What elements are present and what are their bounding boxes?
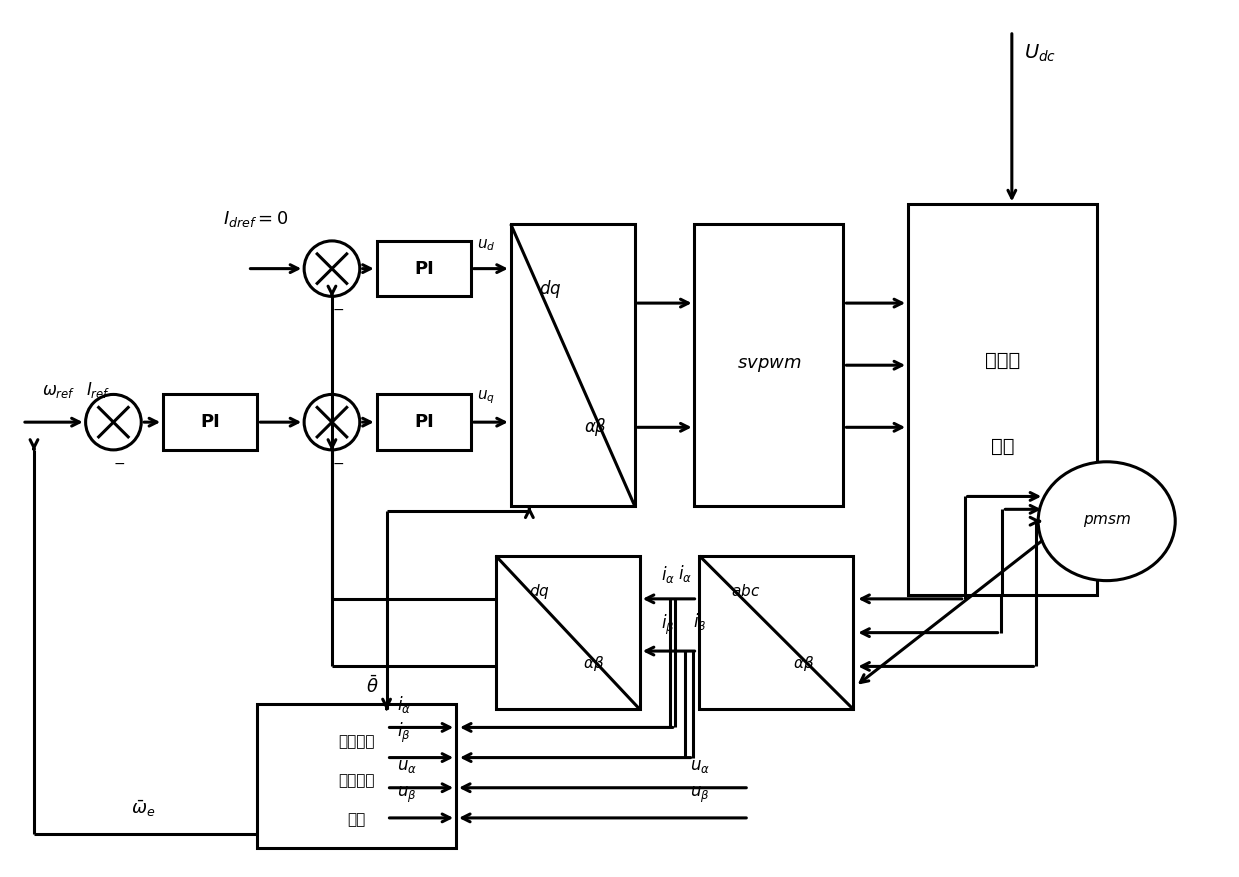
Text: $\bar{\theta}$: $\bar{\theta}$ — [366, 675, 379, 696]
Bar — [510, 224, 634, 506]
Text: 三相逆: 三相逆 — [985, 352, 1020, 370]
Bar — [695, 224, 844, 506]
Text: $i_\beta$: $i_\beta$ — [660, 613, 674, 638]
Text: $\bar{\omega}_e$: $\bar{\omega}_e$ — [131, 798, 155, 819]
Text: $u_\alpha$: $u_\alpha$ — [396, 757, 416, 775]
Text: $dq$: $dq$ — [539, 278, 561, 300]
Bar — [377, 395, 471, 450]
Circle shape — [85, 395, 141, 450]
Text: $u_\alpha$: $u_\alpha$ — [690, 757, 710, 775]
Text: $dq$: $dq$ — [529, 581, 549, 601]
Text: $abc$: $abc$ — [731, 583, 761, 599]
Text: 测器: 测器 — [348, 812, 366, 827]
Text: $u_\beta$: $u_\beta$ — [690, 785, 709, 805]
Bar — [908, 204, 1097, 595]
Text: $i_\alpha$: $i_\alpha$ — [660, 564, 674, 585]
Bar — [377, 241, 471, 296]
Text: $I_{ref}$: $I_{ref}$ — [85, 381, 110, 401]
Text: $i_\alpha$: $i_\alpha$ — [396, 694, 410, 715]
Text: $I_{dref}=0$: $I_{dref}=0$ — [223, 209, 287, 229]
Bar — [496, 556, 639, 709]
Text: 糊滑模观: 糊滑模观 — [338, 773, 375, 788]
Text: 变论域模: 变论域模 — [338, 734, 375, 749]
Bar — [700, 556, 854, 709]
Text: PI: PI — [201, 413, 221, 431]
Text: $U_{dc}$: $U_{dc}$ — [1023, 43, 1056, 64]
Text: $-$: $-$ — [332, 456, 344, 470]
Text: $-$: $-$ — [113, 456, 125, 470]
Ellipse shape — [1038, 462, 1176, 581]
Text: $pmsm$: $pmsm$ — [1083, 513, 1131, 529]
Circle shape — [304, 241, 359, 296]
Text: $i_\beta$: $i_\beta$ — [693, 612, 706, 636]
Text: $u_q$: $u_q$ — [477, 389, 494, 406]
Text: $u_\beta$: $u_\beta$ — [396, 785, 416, 805]
Bar — [164, 395, 258, 450]
Text: $\alpha\beta$: $\alpha\beta$ — [584, 417, 607, 438]
Text: PI: PI — [414, 413, 434, 431]
Text: $i_\alpha$: $i_\alpha$ — [678, 563, 691, 584]
Text: $\alpha\beta$: $\alpha\beta$ — [584, 654, 605, 673]
Text: $i_\beta$: $i_\beta$ — [396, 721, 410, 745]
Circle shape — [304, 395, 359, 450]
Text: $\omega_{ref}$: $\omega_{ref}$ — [42, 382, 76, 401]
Bar — [258, 704, 456, 848]
Text: $svpwm$: $svpwm$ — [737, 356, 802, 374]
Text: 变器: 变器 — [991, 438, 1015, 456]
Text: $-$: $-$ — [332, 303, 344, 317]
Text: $\alpha\beta$: $\alpha\beta$ — [793, 654, 815, 673]
Text: PI: PI — [414, 260, 434, 278]
Text: $u_d$: $u_d$ — [477, 237, 496, 253]
